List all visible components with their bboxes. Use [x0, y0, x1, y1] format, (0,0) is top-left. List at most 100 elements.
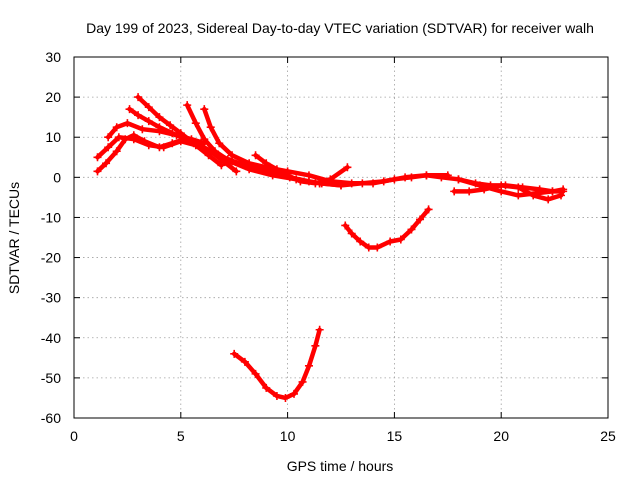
y-tick-label: -50 [41, 370, 61, 386]
data-point [245, 159, 254, 168]
data-point [104, 143, 113, 152]
series-line [343, 207, 431, 250]
data-point [168, 129, 177, 138]
data-point [311, 341, 320, 350]
chart-title: Day 199 of 2023, Sidereal Day-to-day VTE… [86, 20, 594, 36]
data-point [129, 135, 138, 144]
data-point [358, 179, 367, 188]
data-point [262, 163, 271, 172]
data-point [200, 135, 209, 144]
data-point [144, 141, 153, 150]
data-point [159, 143, 168, 152]
data-point [416, 215, 425, 224]
data-point [144, 117, 153, 126]
data-point [315, 179, 324, 188]
data-point [304, 171, 313, 180]
data-point [290, 389, 299, 398]
y-tick-label: 0 [53, 169, 61, 185]
x-tick-label: 15 [387, 428, 403, 444]
data-point [112, 147, 121, 156]
data-point [112, 123, 121, 132]
data-point [251, 369, 260, 378]
data-point [347, 229, 356, 238]
data-point [272, 391, 281, 400]
data-point [176, 129, 185, 138]
data-point [373, 243, 382, 252]
data-point [514, 183, 523, 192]
data-point [341, 221, 350, 230]
data-point [268, 171, 277, 180]
series-line [231, 327, 322, 401]
data-point [337, 181, 345, 190]
data-point [225, 157, 234, 166]
data-point [283, 167, 292, 176]
data-point [93, 153, 102, 162]
data-point [559, 187, 568, 196]
data-point [125, 105, 134, 114]
y-tick-label: -40 [41, 330, 61, 346]
x-tick-label: 5 [177, 428, 185, 444]
x-tick-label: 20 [493, 428, 509, 444]
data-point [134, 111, 143, 120]
series-line [184, 102, 344, 188]
data-point [104, 133, 113, 142]
y-tick-label: -10 [41, 209, 61, 225]
data-point [210, 147, 219, 156]
data-point [304, 361, 313, 370]
tick-layer: 0 5 10 15 20 25 -60 -50 -40 -30 -20 -10 0 10 20 30 [41, 49, 616, 444]
data-point [240, 357, 249, 366]
series-arc14 [230, 325, 324, 402]
data-point [475, 181, 484, 190]
data-point [251, 151, 260, 160]
data-point [424, 205, 433, 214]
data-point [215, 139, 224, 148]
data-point [123, 119, 132, 128]
data-point [138, 125, 147, 134]
data-point [262, 383, 271, 392]
y-tick-label: 20 [45, 89, 61, 105]
series-arc13 [341, 205, 433, 252]
y-tick-label: 10 [45, 129, 61, 145]
data-point [364, 243, 373, 252]
grid-layer [74, 57, 608, 418]
data-point [134, 93, 143, 102]
data-point [343, 163, 352, 172]
data-point [281, 393, 290, 402]
data-point [217, 161, 226, 170]
data-point [548, 187, 557, 196]
y-axis-label: SDTVAR / TECUs [6, 182, 22, 294]
data-point [315, 325, 324, 334]
x-tick-label: 25 [600, 428, 616, 444]
data-point [206, 123, 215, 132]
data-point [228, 151, 237, 160]
series-arc12 [454, 175, 568, 200]
data-point [514, 191, 523, 200]
y-tick-label: -20 [41, 250, 61, 266]
data-point [407, 225, 416, 234]
data-point [379, 177, 388, 186]
data-point [531, 189, 540, 198]
data-point [465, 187, 474, 196]
y-tick-label: -30 [41, 290, 61, 306]
data-point [422, 171, 431, 180]
data-point [230, 349, 239, 358]
data-point [200, 105, 209, 114]
data-point [454, 175, 463, 184]
data-point [114, 133, 123, 142]
series-layer [93, 93, 568, 402]
data-point [443, 171, 452, 180]
data-point [401, 173, 410, 182]
data-point [155, 113, 164, 122]
data-point [155, 123, 164, 132]
x-axis-label: GPS time / hours [287, 458, 394, 474]
plot-frame [73, 56, 609, 419]
data-point [166, 121, 175, 130]
y-tick-label: -60 [41, 410, 61, 426]
data-point [189, 139, 198, 148]
data-point [102, 159, 111, 168]
x-tick-label: 10 [280, 428, 296, 444]
series-line [95, 134, 224, 168]
data-point [144, 103, 153, 112]
data-point [183, 101, 192, 110]
